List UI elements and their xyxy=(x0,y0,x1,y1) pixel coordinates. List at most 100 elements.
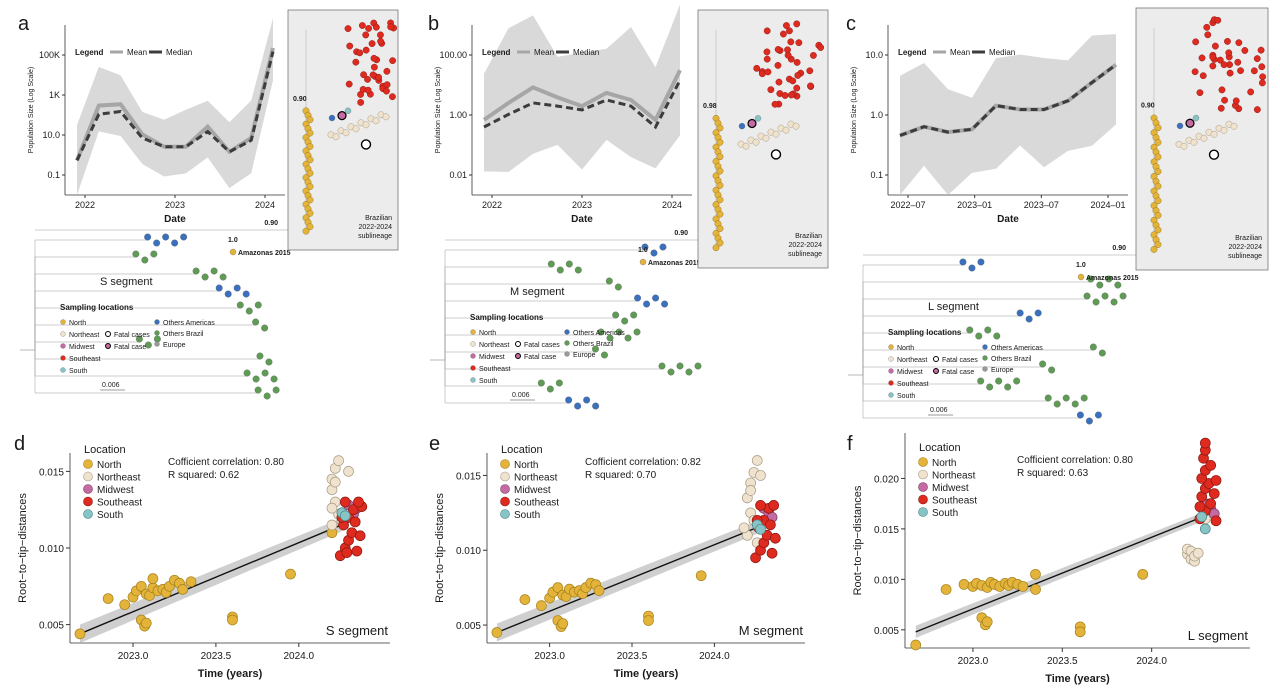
inset-tip xyxy=(716,167,724,175)
support-value: 0.90 xyxy=(1141,103,1155,110)
inset-label: sublineage xyxy=(1228,253,1262,260)
data-point-northeast xyxy=(329,476,341,488)
inset-tip xyxy=(1218,86,1226,94)
inset-tip xyxy=(738,122,746,130)
tree-tip xyxy=(1053,400,1061,408)
inset-fatal-tip xyxy=(360,139,372,150)
inset-tip xyxy=(1154,226,1162,234)
tree-tip xyxy=(986,383,994,391)
x-tick-label: 2022 xyxy=(75,200,95,210)
support-value: 1.0 xyxy=(1076,262,1086,269)
data-point-north xyxy=(557,618,569,629)
tree-tip xyxy=(995,377,1003,385)
hpd-band xyxy=(77,18,273,195)
inset-tip xyxy=(328,114,336,122)
data-point-southeast xyxy=(1210,515,1222,527)
tree-tip xyxy=(254,301,262,309)
data-point-north xyxy=(1137,568,1149,580)
data-point-southeast xyxy=(1208,488,1220,499)
tree-tip xyxy=(1085,417,1093,425)
segment-label: S segment xyxy=(100,276,153,288)
amazonas-label: Amazonas 2015 xyxy=(238,250,291,257)
tree-tip xyxy=(233,284,241,292)
legend-title: Location xyxy=(84,444,126,456)
sampling-legend-item: Northeast xyxy=(479,342,509,349)
tree-tip xyxy=(977,258,985,266)
data-point-north xyxy=(940,584,952,595)
data-point-north xyxy=(491,627,503,638)
tree-tip xyxy=(984,326,992,334)
inset-tip xyxy=(1230,122,1238,130)
inset-tip xyxy=(1216,56,1224,64)
tree-tip xyxy=(265,358,273,366)
fatal-cases-label: Fatal cases xyxy=(114,332,150,339)
inset-tip xyxy=(344,107,352,114)
tree-tip xyxy=(574,266,582,274)
inset-tip xyxy=(758,70,766,78)
y-tick-label: 100K xyxy=(39,50,60,60)
tree-tip xyxy=(1076,411,1084,419)
tree-tip xyxy=(601,351,608,359)
y-tick-label: 0.010 xyxy=(456,546,481,557)
tree-tip xyxy=(643,300,651,308)
tree-tip xyxy=(236,301,244,309)
inset-tip xyxy=(1200,134,1208,142)
sampling-legend-title: Sampling locations xyxy=(60,303,134,312)
amazonas-label: Amazonas 2015 xyxy=(648,260,701,267)
data-point-southeast xyxy=(1210,475,1222,486)
data-point-northeast xyxy=(745,485,756,496)
inset-tip xyxy=(332,133,340,141)
y-tick-label: 1.00 xyxy=(449,110,467,120)
regression-confidence-band xyxy=(79,515,349,643)
tree-tip xyxy=(975,332,983,340)
support-value: 0.90 xyxy=(1112,245,1126,252)
tree-tip xyxy=(245,307,253,315)
inset-tip xyxy=(389,57,397,65)
sampling-legend-swatch xyxy=(888,344,894,350)
inset-tip xyxy=(752,138,760,146)
inset-tip xyxy=(1199,72,1207,80)
tree-tip xyxy=(1087,275,1095,283)
tree-tip xyxy=(634,294,642,302)
fatal-cases-label: Fatal cases xyxy=(942,357,978,364)
tree-tip xyxy=(219,273,227,281)
tree-tip xyxy=(1083,292,1091,300)
inset-tip xyxy=(1258,63,1266,71)
inset-tip xyxy=(806,67,814,75)
tree-tip xyxy=(1094,411,1102,419)
sampling-legend-swatch xyxy=(888,356,894,362)
legend-mean-label: Mean xyxy=(534,48,554,57)
inset-tip xyxy=(1209,53,1217,61)
inset-tip xyxy=(807,82,814,90)
regression-confidence-band xyxy=(496,518,764,642)
data-point-north xyxy=(1030,584,1041,595)
tree-tip xyxy=(556,266,564,274)
tree-tip xyxy=(592,402,600,410)
legend-title: Legend xyxy=(482,48,511,57)
tree-tip xyxy=(624,334,632,342)
legend-item: South xyxy=(514,510,540,521)
inset-tip xyxy=(1154,197,1162,205)
tree-tip xyxy=(192,267,200,275)
legend-item: Northeast xyxy=(97,473,141,484)
tree-tip xyxy=(959,258,967,266)
tree-tip xyxy=(242,290,250,298)
legend-title: Location xyxy=(919,442,961,454)
inset-tip xyxy=(306,209,314,217)
inset-tip xyxy=(716,225,724,232)
data-point-southeast xyxy=(351,545,363,557)
data-point-southeast xyxy=(750,552,761,564)
inset-fatal-tip xyxy=(1185,118,1195,128)
inset-tip xyxy=(716,124,724,132)
tree-tip xyxy=(1114,281,1122,289)
inset-tip xyxy=(377,31,384,39)
tree-tip xyxy=(1080,394,1088,402)
legend-item: Southeast xyxy=(514,498,559,509)
support-value: 0.90 xyxy=(293,96,307,103)
inset-tip xyxy=(775,78,783,86)
correlation-text: Cofficient correlation: 0.80 xyxy=(1017,455,1133,466)
inset-tip xyxy=(795,39,803,47)
inset-tip xyxy=(1154,153,1162,161)
inset-tip xyxy=(716,210,724,218)
inset-tip xyxy=(1154,138,1162,146)
